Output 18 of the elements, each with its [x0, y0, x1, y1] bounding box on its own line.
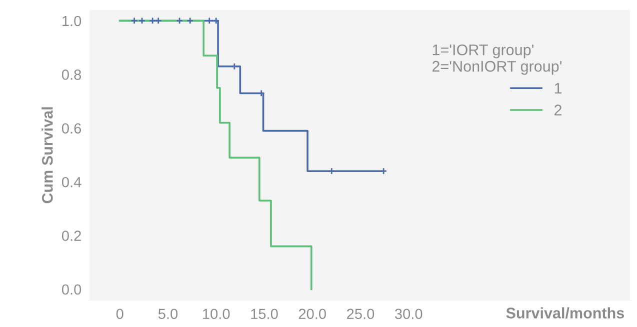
legend-label: 1: [554, 82, 562, 94]
x-tick-label: 20.0: [298, 308, 326, 320]
x-tick-label: 30.0: [394, 308, 422, 320]
y-tick-label: 0.0: [62, 284, 82, 295]
x-axis-title: Survival/months: [506, 307, 624, 319]
legend-label: 2: [554, 104, 562, 116]
legend-title: 1='IORT group' 2='NonIORT group': [432, 44, 562, 75]
y-tick-label: 0.8: [62, 70, 82, 80]
y-tick-label: 0.2: [62, 230, 81, 241]
y-tick-label: 0.4: [62, 176, 82, 188]
x-tick-label: 25.0: [347, 308, 374, 320]
y-tick-label: 0.6: [62, 123, 82, 134]
y-tick-label: 1.0: [62, 16, 82, 26]
x-tick-label: 15.0: [251, 308, 278, 320]
x-tick-label: 10.0: [203, 308, 230, 320]
x-tick-label: 5.0: [158, 308, 178, 320]
x-tick-label: 0: [116, 308, 124, 320]
y-axis-title: Cum Survival: [42, 107, 53, 204]
